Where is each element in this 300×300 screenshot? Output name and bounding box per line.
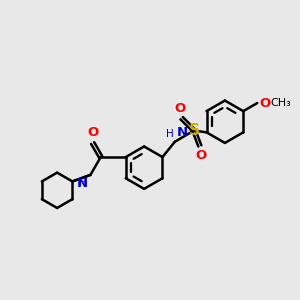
Text: H: H xyxy=(166,129,173,140)
Text: O: O xyxy=(175,102,186,115)
Text: N: N xyxy=(176,126,188,140)
Text: O: O xyxy=(87,126,98,139)
Text: S: S xyxy=(188,123,200,138)
Text: O: O xyxy=(196,149,207,162)
Text: N: N xyxy=(77,177,88,190)
Text: H: H xyxy=(79,178,87,188)
Text: CH₃: CH₃ xyxy=(271,98,291,108)
Text: O: O xyxy=(259,97,270,110)
